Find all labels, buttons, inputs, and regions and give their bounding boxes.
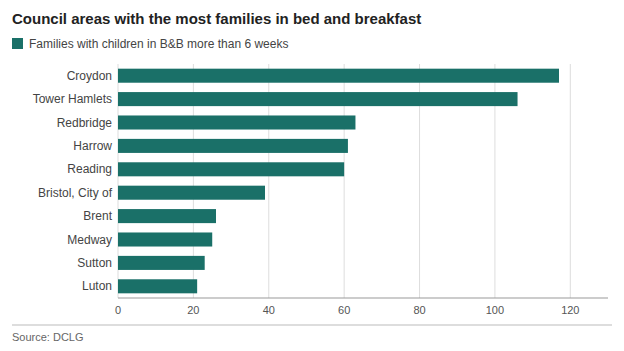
y-tick-label: Medway — [67, 233, 112, 247]
y-tick-label: Harrow — [73, 139, 112, 153]
x-tick-label: 100 — [486, 304, 504, 316]
legend-swatch — [12, 38, 23, 49]
bar — [118, 186, 265, 200]
bar — [118, 232, 212, 246]
bar — [118, 279, 197, 293]
x-axis-line — [118, 298, 608, 299]
x-tick-label: 120 — [561, 304, 579, 316]
source-note: Source: DCLG — [12, 331, 84, 343]
bar — [118, 162, 344, 176]
y-tick-label: Brent — [83, 209, 112, 223]
bar — [118, 69, 559, 83]
x-tick-label: 0 — [115, 304, 121, 316]
grid — [118, 64, 570, 298]
y-tick-label: Reading — [67, 162, 112, 176]
y-tick-label: Sutton — [77, 256, 112, 270]
bar — [118, 209, 216, 223]
x-tick-label: 60 — [338, 304, 350, 316]
bar — [118, 92, 518, 106]
y-tick-label: Redbridge — [57, 116, 113, 130]
x-tick-label: 40 — [263, 304, 275, 316]
x-tick-label: 80 — [413, 304, 425, 316]
chart-container: Council areas with the most families in … — [0, 0, 624, 351]
title: Council areas with the most families in … — [12, 10, 421, 27]
bar — [118, 256, 205, 270]
legend-label: Families with children in B&B more than … — [29, 37, 288, 51]
x-tick-label: 20 — [187, 304, 199, 316]
y-tick-label: Tower Hamlets — [33, 92, 112, 106]
separator — [12, 325, 612, 326]
y-tick-label: Luton — [82, 279, 112, 293]
bar — [118, 115, 355, 129]
grid-line — [570, 64, 571, 298]
y-tick-label: Bristol, City of — [38, 186, 113, 200]
bars — [118, 69, 559, 294]
chart: Council areas with the most families in … — [0, 0, 624, 351]
y-tick-label: Croydon — [67, 69, 112, 83]
bar — [118, 139, 348, 153]
